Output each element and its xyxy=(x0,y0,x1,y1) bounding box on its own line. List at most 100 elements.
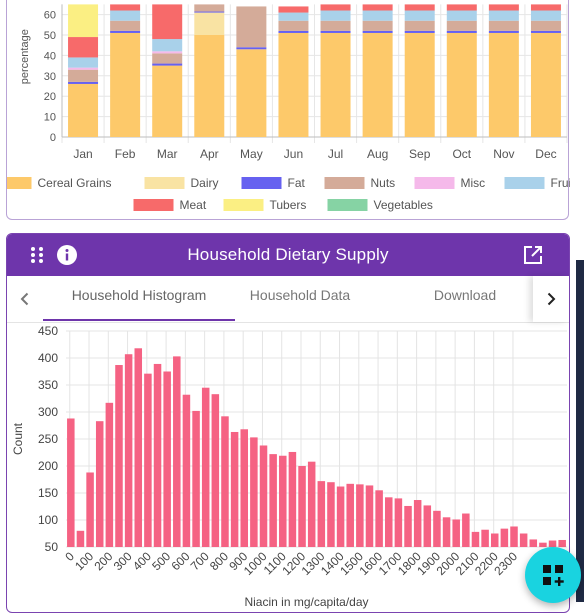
bar-segment xyxy=(320,32,351,137)
legend-label: Tubers xyxy=(270,198,307,212)
x-tick-label: Aug xyxy=(367,147,388,161)
histogram-bar xyxy=(442,517,451,547)
bar-segment xyxy=(68,4,99,38)
bar-segment xyxy=(530,10,561,21)
bar-segment xyxy=(110,30,141,33)
histogram-bar xyxy=(192,410,200,547)
y-tick-label: 300 xyxy=(38,405,58,419)
y-tick-label: 40 xyxy=(44,50,56,62)
bar-segment xyxy=(68,83,99,137)
histogram-bar xyxy=(173,356,181,547)
open-external-icon[interactable] xyxy=(521,243,545,267)
histogram-bar xyxy=(413,500,422,547)
histogram-bar xyxy=(182,394,191,547)
histogram-bar xyxy=(471,531,480,547)
bar-segment xyxy=(446,30,477,33)
household-dietary-supply-card: Household Dietary Supply Household Histo… xyxy=(6,233,570,613)
bar-segment xyxy=(362,30,393,33)
niacin-histogram-chart: 5010015020025030035040045001002003004005… xyxy=(11,324,567,609)
tab-scroll-right-button[interactable] xyxy=(533,276,569,322)
histogram-bar xyxy=(385,497,393,547)
bar-segment xyxy=(404,10,435,21)
bar-segment xyxy=(446,4,477,11)
info-icon[interactable] xyxy=(55,243,79,267)
y-tick-label: 250 xyxy=(38,432,58,446)
y-tick-label: 350 xyxy=(38,378,58,392)
x-tick-label: Sep xyxy=(409,147,431,161)
bar-segment xyxy=(68,57,99,68)
bar-segment xyxy=(152,63,183,66)
bar-segment xyxy=(194,12,225,35)
bar-segment xyxy=(236,47,267,50)
bar-segment xyxy=(530,30,561,33)
histogram-bar xyxy=(201,387,210,547)
legend-label: Fruit xyxy=(551,176,571,190)
legend-label: Cereal Grains xyxy=(38,176,112,190)
legend-label: Dairy xyxy=(191,176,219,190)
bar-segment xyxy=(320,20,351,31)
legend-label: Vegetables xyxy=(374,198,433,212)
histogram-bar xyxy=(423,505,432,547)
bar-segment xyxy=(488,10,519,21)
histogram-bar xyxy=(539,542,547,547)
card-header: Household Dietary Supply xyxy=(7,234,569,276)
histogram-bar xyxy=(375,490,383,547)
y-tick-label: 50 xyxy=(44,30,56,42)
bar-segment xyxy=(278,6,309,13)
y-axis-label: percentage xyxy=(19,29,31,84)
bar-segment xyxy=(236,6,267,48)
bar-segment xyxy=(194,4,225,12)
background-strip xyxy=(576,260,584,602)
x-tick-label: Jun xyxy=(284,147,303,161)
bar-segment xyxy=(194,35,225,137)
legend-swatch xyxy=(144,177,185,189)
histogram-bar xyxy=(317,481,326,547)
legend-swatch xyxy=(324,177,365,189)
legend-swatch xyxy=(133,199,174,211)
y-tick-label: 150 xyxy=(38,486,58,500)
legend-swatch xyxy=(414,177,455,189)
bar-segment xyxy=(488,4,519,11)
y-tick-label: 50 xyxy=(45,540,59,554)
bar-segment xyxy=(152,51,183,54)
bar-segment xyxy=(362,20,393,31)
add-widget-button[interactable] xyxy=(525,547,581,603)
bar-segment xyxy=(530,20,561,31)
histogram-bar xyxy=(250,437,258,547)
histogram-bar xyxy=(500,528,509,547)
x-tick-label: May xyxy=(240,147,263,161)
drag-handle-icon[interactable] xyxy=(25,243,49,267)
histogram-bar xyxy=(346,483,354,547)
x-tick-label: Feb xyxy=(115,147,136,161)
y-tick-label: 30 xyxy=(44,71,56,83)
tab-bar: Household Histogram Household Data Downl… xyxy=(7,276,569,323)
legend-swatch xyxy=(7,177,32,189)
bar-segment xyxy=(68,69,99,82)
bar-segment xyxy=(152,4,183,40)
histogram-bar xyxy=(95,421,104,547)
x-tick-label: Jul xyxy=(328,147,343,161)
tab-household-histogram[interactable]: Household Histogram xyxy=(71,287,207,303)
y-tick-label: 200 xyxy=(38,459,58,473)
histogram-bar xyxy=(269,454,277,547)
bar-segment xyxy=(488,30,519,33)
bar-segment xyxy=(404,20,435,31)
x-tick-label: Jan xyxy=(73,147,92,161)
histogram-bar xyxy=(481,529,489,547)
tab-download[interactable]: Download xyxy=(433,287,497,303)
bar-segment xyxy=(362,10,393,21)
bar-segment xyxy=(404,30,435,33)
histogram-bar xyxy=(115,365,123,547)
legend-label: Nuts xyxy=(371,176,396,190)
histogram-bar xyxy=(356,484,364,547)
legend-label: Fat xyxy=(288,176,306,190)
bar-segment xyxy=(278,32,309,137)
x-tick-label: Mar xyxy=(157,147,178,161)
tab-scroll-left-button[interactable] xyxy=(7,276,43,322)
histogram-bar xyxy=(327,482,335,547)
tab-household-data[interactable]: Household Data xyxy=(249,287,351,303)
active-tab-indicator xyxy=(43,319,235,321)
bar-segment xyxy=(320,4,351,11)
histogram-bar xyxy=(144,373,152,547)
histogram-bar xyxy=(230,431,239,547)
